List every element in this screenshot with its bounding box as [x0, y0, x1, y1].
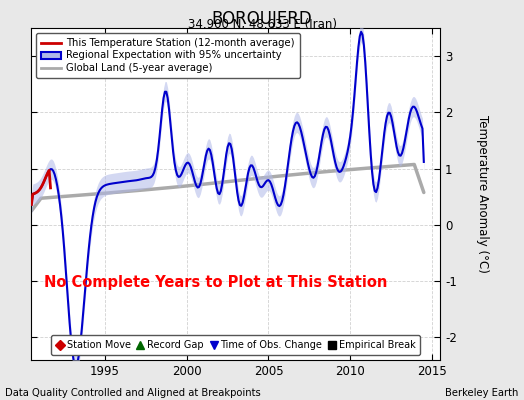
Text: No Complete Years to Plot at This Station: No Complete Years to Plot at This Statio…	[43, 275, 387, 290]
Y-axis label: Temperature Anomaly (°C): Temperature Anomaly (°C)	[476, 115, 489, 273]
Text: Berkeley Earth: Berkeley Earth	[445, 388, 519, 398]
Text: 34.900 N, 48.633 E (Iran): 34.900 N, 48.633 E (Iran)	[188, 18, 336, 31]
Text: BOROUJERD: BOROUJERD	[212, 10, 312, 28]
Text: Data Quality Controlled and Aligned at Breakpoints: Data Quality Controlled and Aligned at B…	[5, 388, 261, 398]
Legend: Station Move, Record Gap, Time of Obs. Change, Empirical Break: Station Move, Record Gap, Time of Obs. C…	[51, 336, 420, 355]
